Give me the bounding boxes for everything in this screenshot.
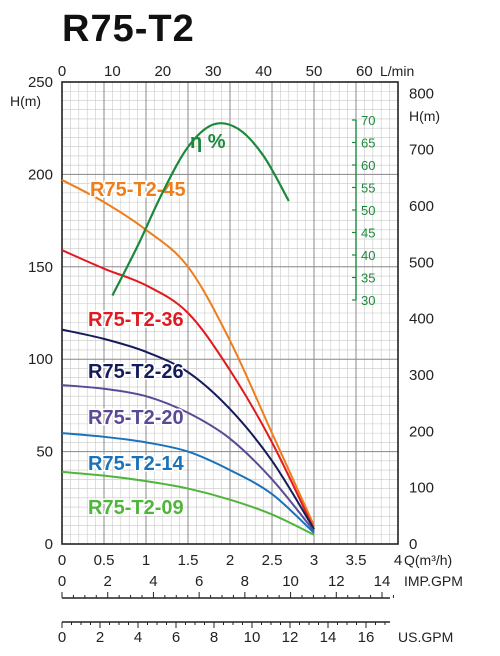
x-tick-label-lmin: 10 xyxy=(104,63,121,80)
plot-frame xyxy=(61,81,399,545)
efficiency-tick-label: 45 xyxy=(361,226,375,241)
y-tick-label-m: 0 xyxy=(45,536,53,553)
y-tick-label-right: 400 xyxy=(409,311,434,328)
efficiency-tick-label: 35 xyxy=(361,271,375,286)
imp-gpm-tick-label: 0 xyxy=(58,573,66,590)
x-tick-label-q: 2 xyxy=(226,552,234,569)
us-gpm-tick-label: 0 xyxy=(58,629,66,646)
series-label-r75-t2-26: R75-T2-26 xyxy=(88,361,184,383)
efficiency-label: η % xyxy=(190,131,226,153)
us-gpm-tick-label: 16 xyxy=(358,629,375,646)
x-tick-label-lmin: 40 xyxy=(255,63,272,80)
curve-r75-t2-45 xyxy=(61,179,315,526)
efficiency-tick-label: 55 xyxy=(361,181,375,196)
x-axis-label-lmin: L/min xyxy=(380,63,414,79)
efficiency-tick-label: 70 xyxy=(361,113,375,128)
imp-gpm-tick-label: 6 xyxy=(195,573,203,590)
y-tick-label-right: 300 xyxy=(409,367,434,384)
us-gpm-tick-label: 12 xyxy=(282,629,299,646)
series-label-r75-t2-36: R75-T2-36 xyxy=(88,309,184,331)
imp-gpm-axis-label: IMP.GPM xyxy=(404,573,463,589)
chart-title: R75-T2 xyxy=(62,8,195,50)
y-tick-label-right: 500 xyxy=(409,254,434,271)
y-tick-label-m: 50 xyxy=(36,444,53,461)
efficiency-tick-label: 65 xyxy=(361,136,375,151)
x-tick-label-q: 0.5 xyxy=(94,552,115,569)
series-label-r75-t2-09: R75-T2-09 xyxy=(88,497,184,519)
y-tick-label-right: 100 xyxy=(409,480,434,497)
curve-r75-t2-36 xyxy=(61,249,315,530)
curve-r75-t2-09 xyxy=(61,470,315,536)
imp-gpm-tick-label: 12 xyxy=(328,573,345,590)
x-tick-label-q: 0 xyxy=(58,552,66,569)
series-label-r75-t2-14: R75-T2-14 xyxy=(88,453,184,475)
imp-gpm-tick-label: 10 xyxy=(282,573,299,590)
us-gpm-tick-label: 8 xyxy=(210,629,218,646)
y-axis-label-m: H(m) xyxy=(10,93,41,109)
y-axis-label-right: H(m) xyxy=(409,108,440,124)
x-tick-label-lmin: 0 xyxy=(58,63,66,80)
x-axis-label-q: Q(m³/h) xyxy=(404,552,452,568)
series-label-r75-t2-20: R75-T2-20 xyxy=(88,407,184,429)
x-tick-label-q: 3 xyxy=(310,552,318,569)
curve-r75-t2-20 xyxy=(61,384,315,532)
y-tick-label-right: 200 xyxy=(409,423,434,440)
y-tick-label-m: 250 xyxy=(28,74,53,91)
x-tick-label-q: 2.5 xyxy=(262,552,283,569)
imp-gpm-tick-label: 8 xyxy=(241,573,249,590)
y-tick-label-m: 100 xyxy=(28,351,53,368)
x-tick-label-q: 1.5 xyxy=(178,552,199,569)
y-tick-label-m: 150 xyxy=(28,259,53,276)
x-tick-label-lmin: 30 xyxy=(205,63,222,80)
x-tick-label-lmin: 20 xyxy=(154,63,171,80)
us-gpm-tick-label: 4 xyxy=(134,629,142,646)
efficiency-tick-label: 30 xyxy=(361,293,375,308)
curve-r75-t2-14 xyxy=(61,432,315,534)
y-tick-label-right: 600 xyxy=(409,198,434,215)
efficiency-tick-label: 60 xyxy=(361,158,375,173)
us-gpm-tick-label: 2 xyxy=(96,629,104,646)
x-tick-label-lmin: 60 xyxy=(356,63,373,80)
imp-gpm-tick-label: 4 xyxy=(149,573,157,590)
efficiency-curve xyxy=(111,122,290,296)
y-tick-label-right: 0 xyxy=(409,536,417,553)
efficiency-tick-label: 50 xyxy=(361,203,375,218)
imp-gpm-tick-label: 14 xyxy=(374,573,391,590)
imp-gpm-tick-label: 2 xyxy=(104,573,112,590)
efficiency-tick-label: 40 xyxy=(361,248,375,263)
us-gpm-axis-label: US.GPM xyxy=(398,629,453,645)
us-gpm-tick-label: 10 xyxy=(244,629,261,646)
x-tick-label-q: 1 xyxy=(142,552,150,569)
y-tick-label-right: 800 xyxy=(409,85,434,102)
us-gpm-tick-label: 6 xyxy=(172,629,180,646)
y-tick-label-m: 200 xyxy=(28,166,53,183)
x-tick-label-lmin: 50 xyxy=(306,63,323,80)
y-tick-label-right: 700 xyxy=(409,142,434,159)
curve-r75-t2-26 xyxy=(61,328,315,530)
series-label-r75-t2-45: R75-T2-45 xyxy=(90,179,186,201)
x-tick-label-q: 4 xyxy=(394,552,402,569)
us-gpm-tick-label: 14 xyxy=(320,629,337,646)
x-tick-label-q: 3.5 xyxy=(346,552,367,569)
